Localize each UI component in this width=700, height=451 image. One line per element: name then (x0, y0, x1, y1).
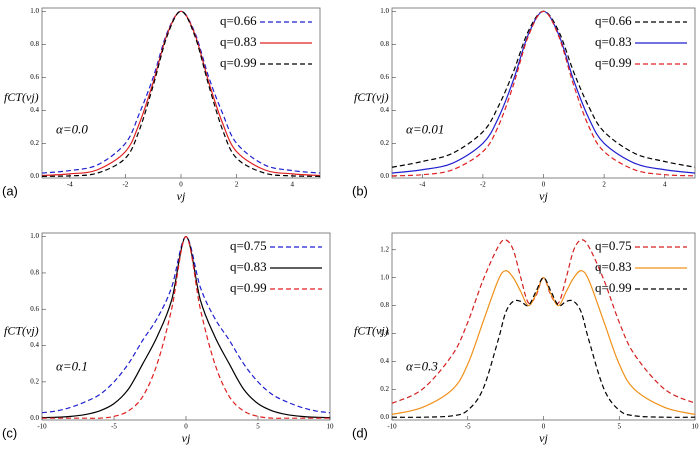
series-line (41, 10, 321, 174)
x-tick-label: -10 (387, 423, 397, 431)
y-axis-label: fCT(vj) (4, 90, 39, 104)
x-tick-label: -5 (465, 423, 471, 431)
y-tick-label: 0.2 (380, 385, 389, 393)
y-axis-label: fCT(vj) (4, 323, 39, 337)
series-line (41, 236, 331, 414)
x-tick-label: 10 (692, 423, 700, 431)
y-tick-label: 0.0 (380, 413, 389, 421)
y-tick-label: 0.6 (30, 73, 39, 81)
panel: 0.0 0.2 0.4 0.6 0.8 1.0 1.2 -10 -5 0 5 10 vj fCT(vj) (… (352, 232, 700, 445)
plot-frame (41, 232, 331, 421)
annotation: α=0.0 (56, 121, 88, 136)
series-line (391, 239, 696, 404)
series-line (42, 236, 330, 419)
annotation: α=0.01 (406, 121, 444, 136)
y-tick-label: 0.8 (380, 301, 389, 309)
x-axis-label: vj (539, 431, 548, 445)
x-tick-label: 2 (602, 181, 606, 189)
y-tick-label: 0.6 (380, 73, 389, 81)
plot-frame (391, 232, 696, 421)
y-tick-label: 0.2 (30, 139, 39, 147)
y-tick-label: 0.8 (30, 40, 39, 48)
y-tick-label: 1.0 (380, 273, 389, 281)
panel: 0.0 0.2 0.4 0.6 0.8 1.0 -4 -2 0 2 4 vj fCT(vj) (b) α=0… (352, 7, 696, 203)
panel-label: (a) (2, 183, 18, 198)
x-tick-label: -4 (419, 181, 425, 189)
legend-label: q=0.66 (595, 13, 632, 28)
y-tick-label: 0.2 (380, 139, 389, 147)
y-tick-label: 0.4 (380, 357, 389, 365)
annotation: α=0.1 (56, 359, 88, 374)
series-line (41, 10, 321, 177)
series-line (391, 10, 696, 177)
legend-label: q=0.83 (230, 259, 267, 274)
y-tick-label: 1.0 (30, 7, 39, 15)
series-line (391, 277, 696, 418)
y-tick-label: 0.6 (380, 329, 389, 337)
y-tick-label: 0.4 (30, 106, 39, 114)
y-tick-label: 0.4 (30, 341, 39, 349)
y-tick-label: 0.0 (30, 414, 39, 422)
legend-label: q=0.99 (230, 280, 267, 295)
y-tick-label: 0.0 (380, 172, 389, 180)
series-line (391, 270, 696, 416)
legend-label: q=0.99 (595, 55, 632, 70)
x-tick-label: -2 (122, 181, 128, 189)
y-tick-label: 0.4 (380, 106, 389, 114)
x-tick-label: 0 (184, 423, 188, 431)
legend-label: q=0.99 (595, 280, 632, 295)
y-tick-label: 0.2 (30, 377, 39, 385)
series-line (41, 10, 321, 177)
panel-label: (d) (352, 425, 368, 440)
panel-label: (b) (352, 183, 368, 198)
legend-label: q=0.83 (595, 259, 632, 274)
x-tick-label: -10 (37, 423, 47, 431)
x-tick-label: 10 (327, 423, 335, 431)
y-tick-label: 0.8 (30, 269, 39, 277)
x-tick-label: 4 (290, 181, 294, 189)
y-axis-label: fCT(vj) (354, 323, 389, 337)
x-tick-label: 5 (256, 423, 260, 431)
x-tick-label: -4 (67, 181, 73, 189)
panel: 0.0 0.2 0.4 0.6 0.8 1.0 -10 -5 0 5 10 vj fCT(vj) (c) α… (2, 232, 334, 445)
y-tick-label: 1.0 (380, 7, 389, 15)
plot-frame (391, 7, 696, 179)
series-line (391, 10, 696, 174)
y-tick-label: 1.2 (380, 245, 389, 253)
x-tick-label: 0 (179, 181, 183, 189)
y-tick-label: 0.0 (30, 172, 39, 180)
x-axis-label: vj (182, 431, 191, 445)
annotation: α=0.3 (406, 359, 438, 374)
x-tick-label: 5 (618, 423, 622, 431)
x-tick-label: -5 (111, 423, 117, 431)
legend-label: q=0.75 (230, 238, 267, 253)
legend-label: q=0.66 (220, 13, 257, 28)
legend-label: q=0.83 (220, 34, 257, 49)
y-tick-label: 0.8 (380, 40, 389, 48)
x-tick-label: -2 (480, 181, 486, 189)
legend-label: q=0.99 (220, 55, 257, 70)
x-tick-label: 2 (235, 181, 239, 189)
y-tick-label: 1.0 (30, 232, 39, 240)
series-line (391, 10, 696, 168)
panel: 0.0 0.2 0.4 0.6 0.8 1.0 -4 -2 0 2 4 vj fCT(vj) (a) α=0… (2, 7, 321, 203)
legend-label: q=0.83 (595, 34, 632, 49)
legend-label: q=0.75 (595, 238, 632, 253)
panel-label: (c) (2, 425, 17, 440)
y-axis-label: fCT(vj) (354, 90, 389, 104)
plot-frame (41, 7, 321, 179)
x-tick-label: 0 (542, 423, 546, 431)
series-line (41, 236, 331, 419)
x-axis-label: vj (539, 189, 548, 203)
x-axis-label: vj (177, 189, 186, 203)
y-tick-label: 0.6 (30, 305, 39, 313)
x-tick-label: 0 (542, 181, 546, 189)
x-tick-label: 4 (663, 181, 667, 189)
